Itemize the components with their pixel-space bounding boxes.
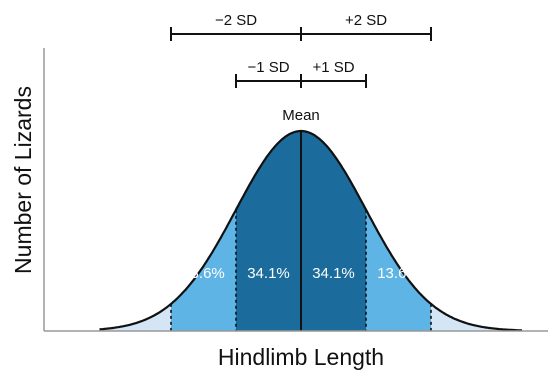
curve-areas xyxy=(99,131,522,331)
y-axis-label: Number of Lizards xyxy=(10,86,36,274)
segment-area-3 xyxy=(301,131,366,331)
percent-label: 34.1% xyxy=(247,265,290,282)
percent-label: 13.6% xyxy=(182,265,225,282)
sd-brackets: −2 SD +2 SD −1 SD +1 SD xyxy=(170,12,432,88)
sd-dividers xyxy=(170,131,432,331)
segment-area-5 xyxy=(431,303,522,331)
mean-label: Mean xyxy=(282,107,320,124)
bracket-label: −2 SD xyxy=(215,12,257,29)
percent-labels: 13.6% 34.1% 34.1% 13.6% xyxy=(182,265,420,282)
bracket-label: +1 SD xyxy=(312,59,354,76)
distribution-curve xyxy=(99,129,523,332)
x-axis-label: Hindlimb Length xyxy=(218,344,384,370)
percent-label: 34.1% xyxy=(312,265,355,282)
segment-area-0 xyxy=(99,303,171,331)
percent-label: 13.6% xyxy=(377,265,420,282)
bracket-label: +2 SD xyxy=(345,12,387,29)
bracket-label: −1 SD xyxy=(247,59,289,76)
curve-outline xyxy=(99,129,523,332)
segment-area-2 xyxy=(236,131,301,331)
